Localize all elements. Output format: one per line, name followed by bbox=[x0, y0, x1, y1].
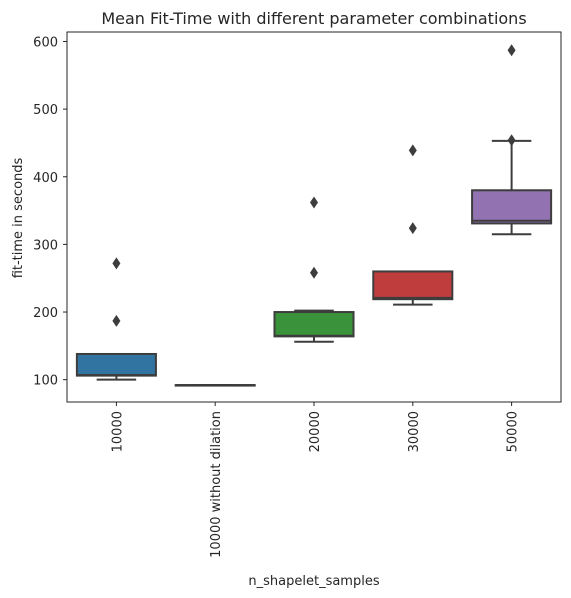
y-tick-label: 500 bbox=[33, 103, 58, 118]
plot-area: 100 200 300 400 500 600 10000 10000 without dil… bbox=[33, 31, 562, 558]
outlier-point bbox=[408, 222, 417, 235]
x-axis-label: n_shapelet_samples bbox=[248, 574, 379, 589]
outlier-point bbox=[507, 134, 516, 147]
y-tick-label: 400 bbox=[33, 171, 58, 186]
x-tick-label: 10000 bbox=[110, 411, 125, 452]
y-tick-label: 100 bbox=[33, 374, 58, 389]
y-tick-label: 200 bbox=[33, 306, 58, 321]
outlier-point bbox=[408, 144, 417, 157]
x-tick-label: 10000 without dilation bbox=[209, 411, 224, 558]
x-tick-label: 20000 bbox=[308, 411, 323, 452]
box-50000 bbox=[471, 189, 553, 225]
x-tick-label: 30000 bbox=[407, 411, 422, 452]
box-10000 bbox=[75, 352, 157, 377]
outlier-point bbox=[112, 314, 121, 327]
outlier-point bbox=[112, 257, 121, 270]
box-20000 bbox=[273, 311, 355, 338]
outlier-point bbox=[507, 44, 516, 57]
box-30000 bbox=[372, 270, 454, 301]
y-tick-label: 300 bbox=[33, 238, 58, 253]
outlier-point bbox=[310, 196, 318, 209]
y-tick-label: 600 bbox=[33, 35, 58, 50]
y-axis-label: fit-time in seconds bbox=[11, 157, 26, 278]
chart-title: Mean Fit-Time with different parameter c… bbox=[101, 9, 526, 28]
outlier-point bbox=[310, 266, 318, 279]
x-tick-label: 50000 bbox=[506, 411, 521, 452]
